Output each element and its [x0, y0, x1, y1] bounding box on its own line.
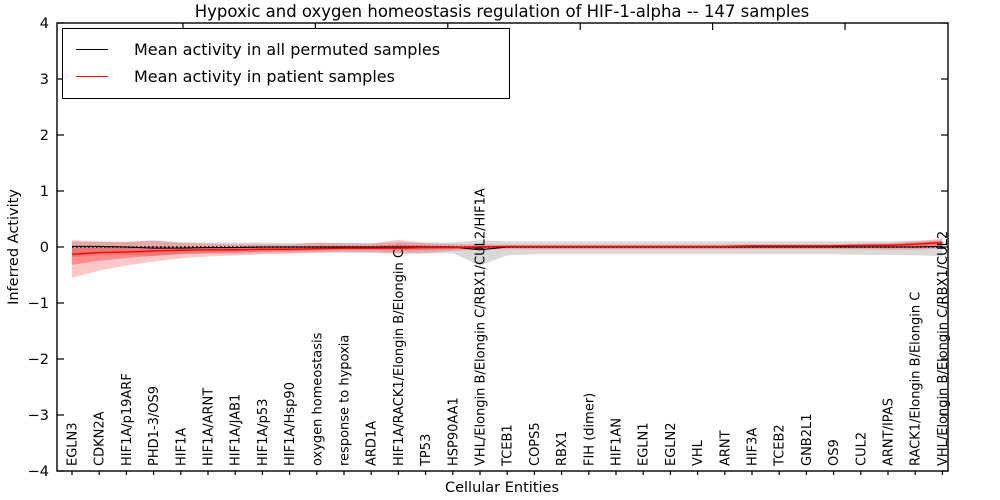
- chart-title: Hypoxic and oxygen homeostasis regulatio…: [194, 2, 810, 21]
- x-tick-label: HSP90AA1: [446, 397, 461, 466]
- legend: Mean activity in all permuted samples Me…: [62, 28, 510, 99]
- x-tick-label: PHD1-3/OS9: [147, 386, 162, 466]
- x-tick-label: GNB2L1: [800, 413, 815, 466]
- x-tick-label: EGLN3: [66, 422, 81, 466]
- x-tick-label: OS9: [827, 439, 842, 466]
- x-tick-label: ARD1A: [365, 421, 380, 466]
- x-tick-label: VHL: [691, 439, 706, 466]
- x-tick-label: VHL/Elongin B/Elongin C/RBX1/CUL2/HIF1A: [474, 188, 489, 466]
- y-tick-label: 3: [40, 72, 49, 88]
- x-tick-label: EGLN2: [664, 422, 679, 466]
- patient-band: [72, 238, 943, 278]
- x-tick-label: HIF1A/p19ARF: [120, 373, 135, 466]
- x-tick-label: HIF1A: [174, 428, 189, 466]
- x-tick-label: ARNT/IPAS: [882, 398, 897, 466]
- x-tick-label: HIF3A: [746, 428, 761, 466]
- x-tick-label: RBX1: [555, 431, 570, 466]
- legend-label-permuted: Mean activity in all permuted samples: [134, 40, 441, 59]
- y-tick-label: −4: [28, 464, 49, 480]
- x-tick-label: EGLN1: [637, 422, 652, 466]
- x-tick-label: HIF1A/ARNT: [202, 388, 217, 466]
- x-tick-label: TP53: [419, 434, 434, 467]
- x-tick-label: VHL/Elongin B/Elongin C/RBX1/CUL2: [936, 231, 951, 466]
- x-axis-label: Cellular Entities: [444, 480, 560, 496]
- x-tick-label: HIF1AN: [610, 418, 625, 466]
- x-tick-label: HIF1A/JAB1: [229, 394, 244, 466]
- y-tick-label: −3: [28, 408, 49, 424]
- x-tick-label: oxygen homeostasis: [310, 332, 325, 466]
- x-tick-label: ARNT: [718, 430, 733, 466]
- x-tick-label: response to hypoxia: [338, 335, 353, 466]
- legend-entry-patient: Mean activity in patient samples: [63, 63, 509, 90]
- x-tick-label: FIH (dimer): [582, 393, 597, 466]
- x-tick-label: HIF1A/p53: [256, 399, 271, 466]
- x-tick-label: TCEB2: [773, 424, 788, 467]
- y-tick-label: 2: [40, 128, 49, 144]
- x-tick-label: TCEB1: [501, 424, 516, 467]
- x-tick-label: HIF1A/RACK1/Elongin B/Elongin C: [392, 249, 407, 466]
- legend-label-patient: Mean activity in patient samples: [134, 67, 395, 86]
- patient-mean-line: [71, 241, 943, 255]
- legend-entry-permuted: Mean activity in all permuted samples: [63, 36, 509, 63]
- y-tick-label: −1: [28, 296, 49, 312]
- y-tick-label: 4: [40, 16, 49, 32]
- y-tick-label: 1: [40, 184, 49, 200]
- x-tick-label: RACK1/Elongin B/Elongin C: [909, 292, 924, 466]
- y-axis-label: Inferred Activity: [6, 189, 22, 305]
- y-tick-label: 0: [40, 240, 49, 256]
- y-tick-label: −2: [28, 352, 49, 368]
- x-tick-label: CUL2: [854, 432, 869, 466]
- legend-line-patient-icon: [76, 76, 108, 77]
- x-tick-label: HIF1A/Hsp90: [283, 382, 298, 466]
- x-tick-label: COPS5: [528, 422, 543, 466]
- legend-line-permuted-icon: [76, 49, 108, 50]
- x-tick-label: CDKN2A: [93, 411, 108, 466]
